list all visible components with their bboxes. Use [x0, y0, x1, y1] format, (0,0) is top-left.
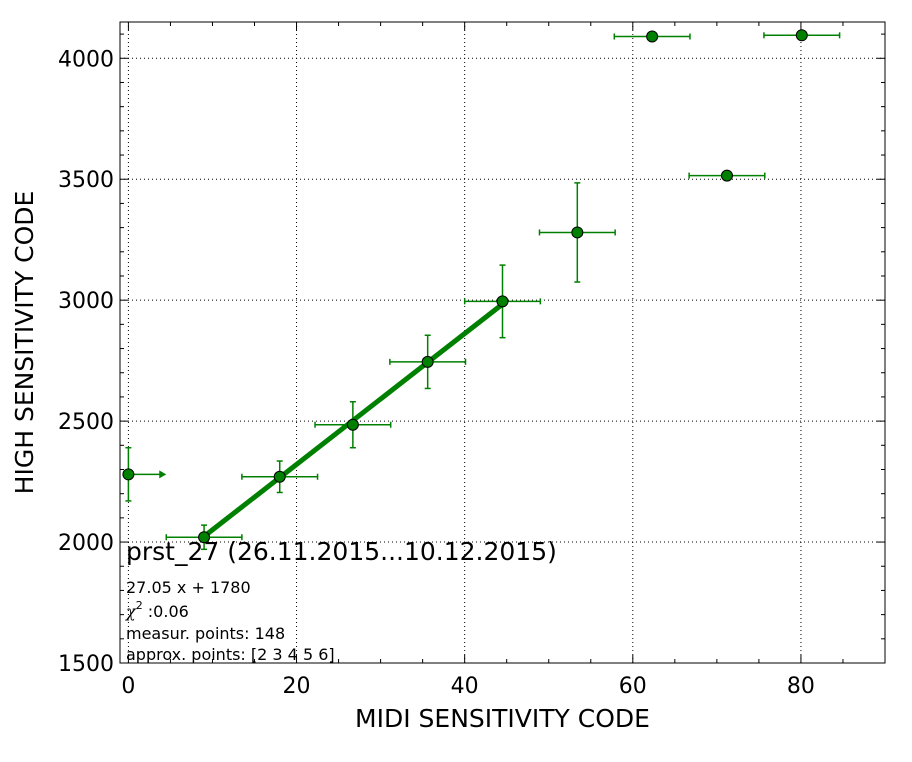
fit-equation: 27.05 x + 1780 — [126, 578, 251, 597]
y-tick-label: 4000 — [58, 47, 114, 72]
data-point — [720, 169, 733, 182]
y-tick-label: 3500 — [58, 168, 114, 193]
data-point — [571, 226, 584, 239]
measured-points-label: measur. points: 148 — [126, 624, 285, 643]
data-point — [421, 355, 434, 368]
data-point — [496, 295, 509, 308]
x-tick-label: 40 — [451, 674, 479, 699]
y-tick-label: 1500 — [58, 652, 114, 677]
chi-value: :0.06 — [143, 602, 189, 621]
data-point — [795, 29, 808, 42]
data-layer — [122, 29, 841, 551]
data-point — [346, 418, 359, 431]
plot-frame — [119, 21, 886, 664]
grid — [120, 22, 885, 664]
y-tick-label: 2500 — [58, 410, 114, 435]
data-point — [122, 468, 135, 481]
arrow-head — [159, 470, 167, 479]
y-tick-label: 2000 — [58, 531, 114, 556]
axis-ticks — [120, 22, 885, 664]
x-tick-label: 60 — [619, 674, 647, 699]
x-axis-label: MIDI SENSITIVITY CODE — [355, 704, 650, 733]
chi-exponent: 2 — [136, 599, 143, 612]
chi-symbol: χ — [125, 602, 137, 621]
data-point — [273, 470, 286, 483]
y-tick-label: 3000 — [58, 289, 114, 314]
chi-square-label: χ2 :0.06 — [125, 599, 189, 621]
data-point — [198, 531, 211, 544]
chart-title: prst_27 (26.11.2015...10.12.2015) — [126, 537, 557, 566]
x-tick-label: 0 — [121, 674, 135, 699]
approx-points-label: approx. points: [2 3 4 5 6] — [126, 645, 335, 664]
tick-labels: 0 20 40 60 80 1500 2000 2500 3000 3500 4000 — [58, 47, 815, 699]
x-tick-label: 20 — [283, 674, 311, 699]
data-point — [646, 30, 659, 43]
y-axis-label: HIGH SENSITIVITY CODE — [10, 191, 39, 495]
x-tick-label: 80 — [787, 674, 815, 699]
